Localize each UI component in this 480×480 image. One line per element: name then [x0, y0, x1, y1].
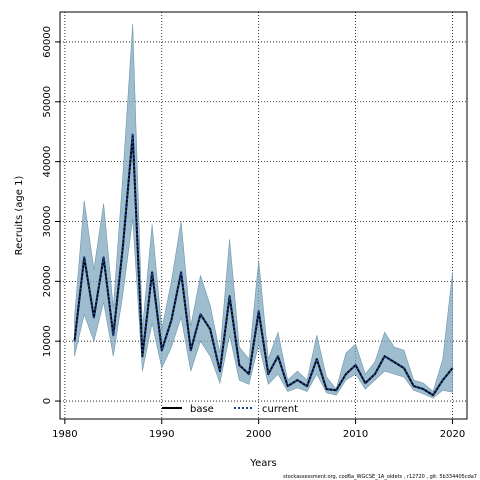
y-tick-label: 40000 [42, 146, 53, 178]
series-lines [73, 133, 454, 397]
x-tick-label: 1990 [149, 429, 174, 440]
y-tick-label: 60000 [42, 26, 53, 58]
x-axis-title: Years [249, 458, 276, 469]
y-tick-label: 20000 [42, 265, 53, 297]
legend-label-current: current [262, 404, 298, 415]
y-tick-label: 0 [42, 398, 53, 404]
legend-label-base: base [190, 404, 214, 415]
y-tick-label: 10000 [42, 325, 53, 357]
plot-frame [59, 11, 468, 420]
x-tick-label: 1980 [52, 429, 77, 440]
y-tick-label: 30000 [42, 206, 53, 238]
footnote: stockassessment.org, cod6a_WGCSE_1A_olde… [283, 474, 477, 480]
x-tick-label: 2010 [343, 429, 368, 440]
x-axis: 1980 1990 2000 2010 2020 [52, 419, 465, 440]
y-axis: 0 10000 20000 30000 40000 50000 60000 [42, 26, 60, 404]
y-axis-title: Recruits (age 1) [14, 176, 25, 256]
legend: base current [162, 404, 298, 415]
x-tick-label: 2000 [246, 429, 271, 440]
y-tick-label: 50000 [42, 86, 53, 118]
confidence-band [74, 23, 453, 399]
confidence-band-area [74, 23, 453, 399]
series-line-current [73, 133, 454, 397]
x-tick-label: 2020 [440, 429, 465, 440]
